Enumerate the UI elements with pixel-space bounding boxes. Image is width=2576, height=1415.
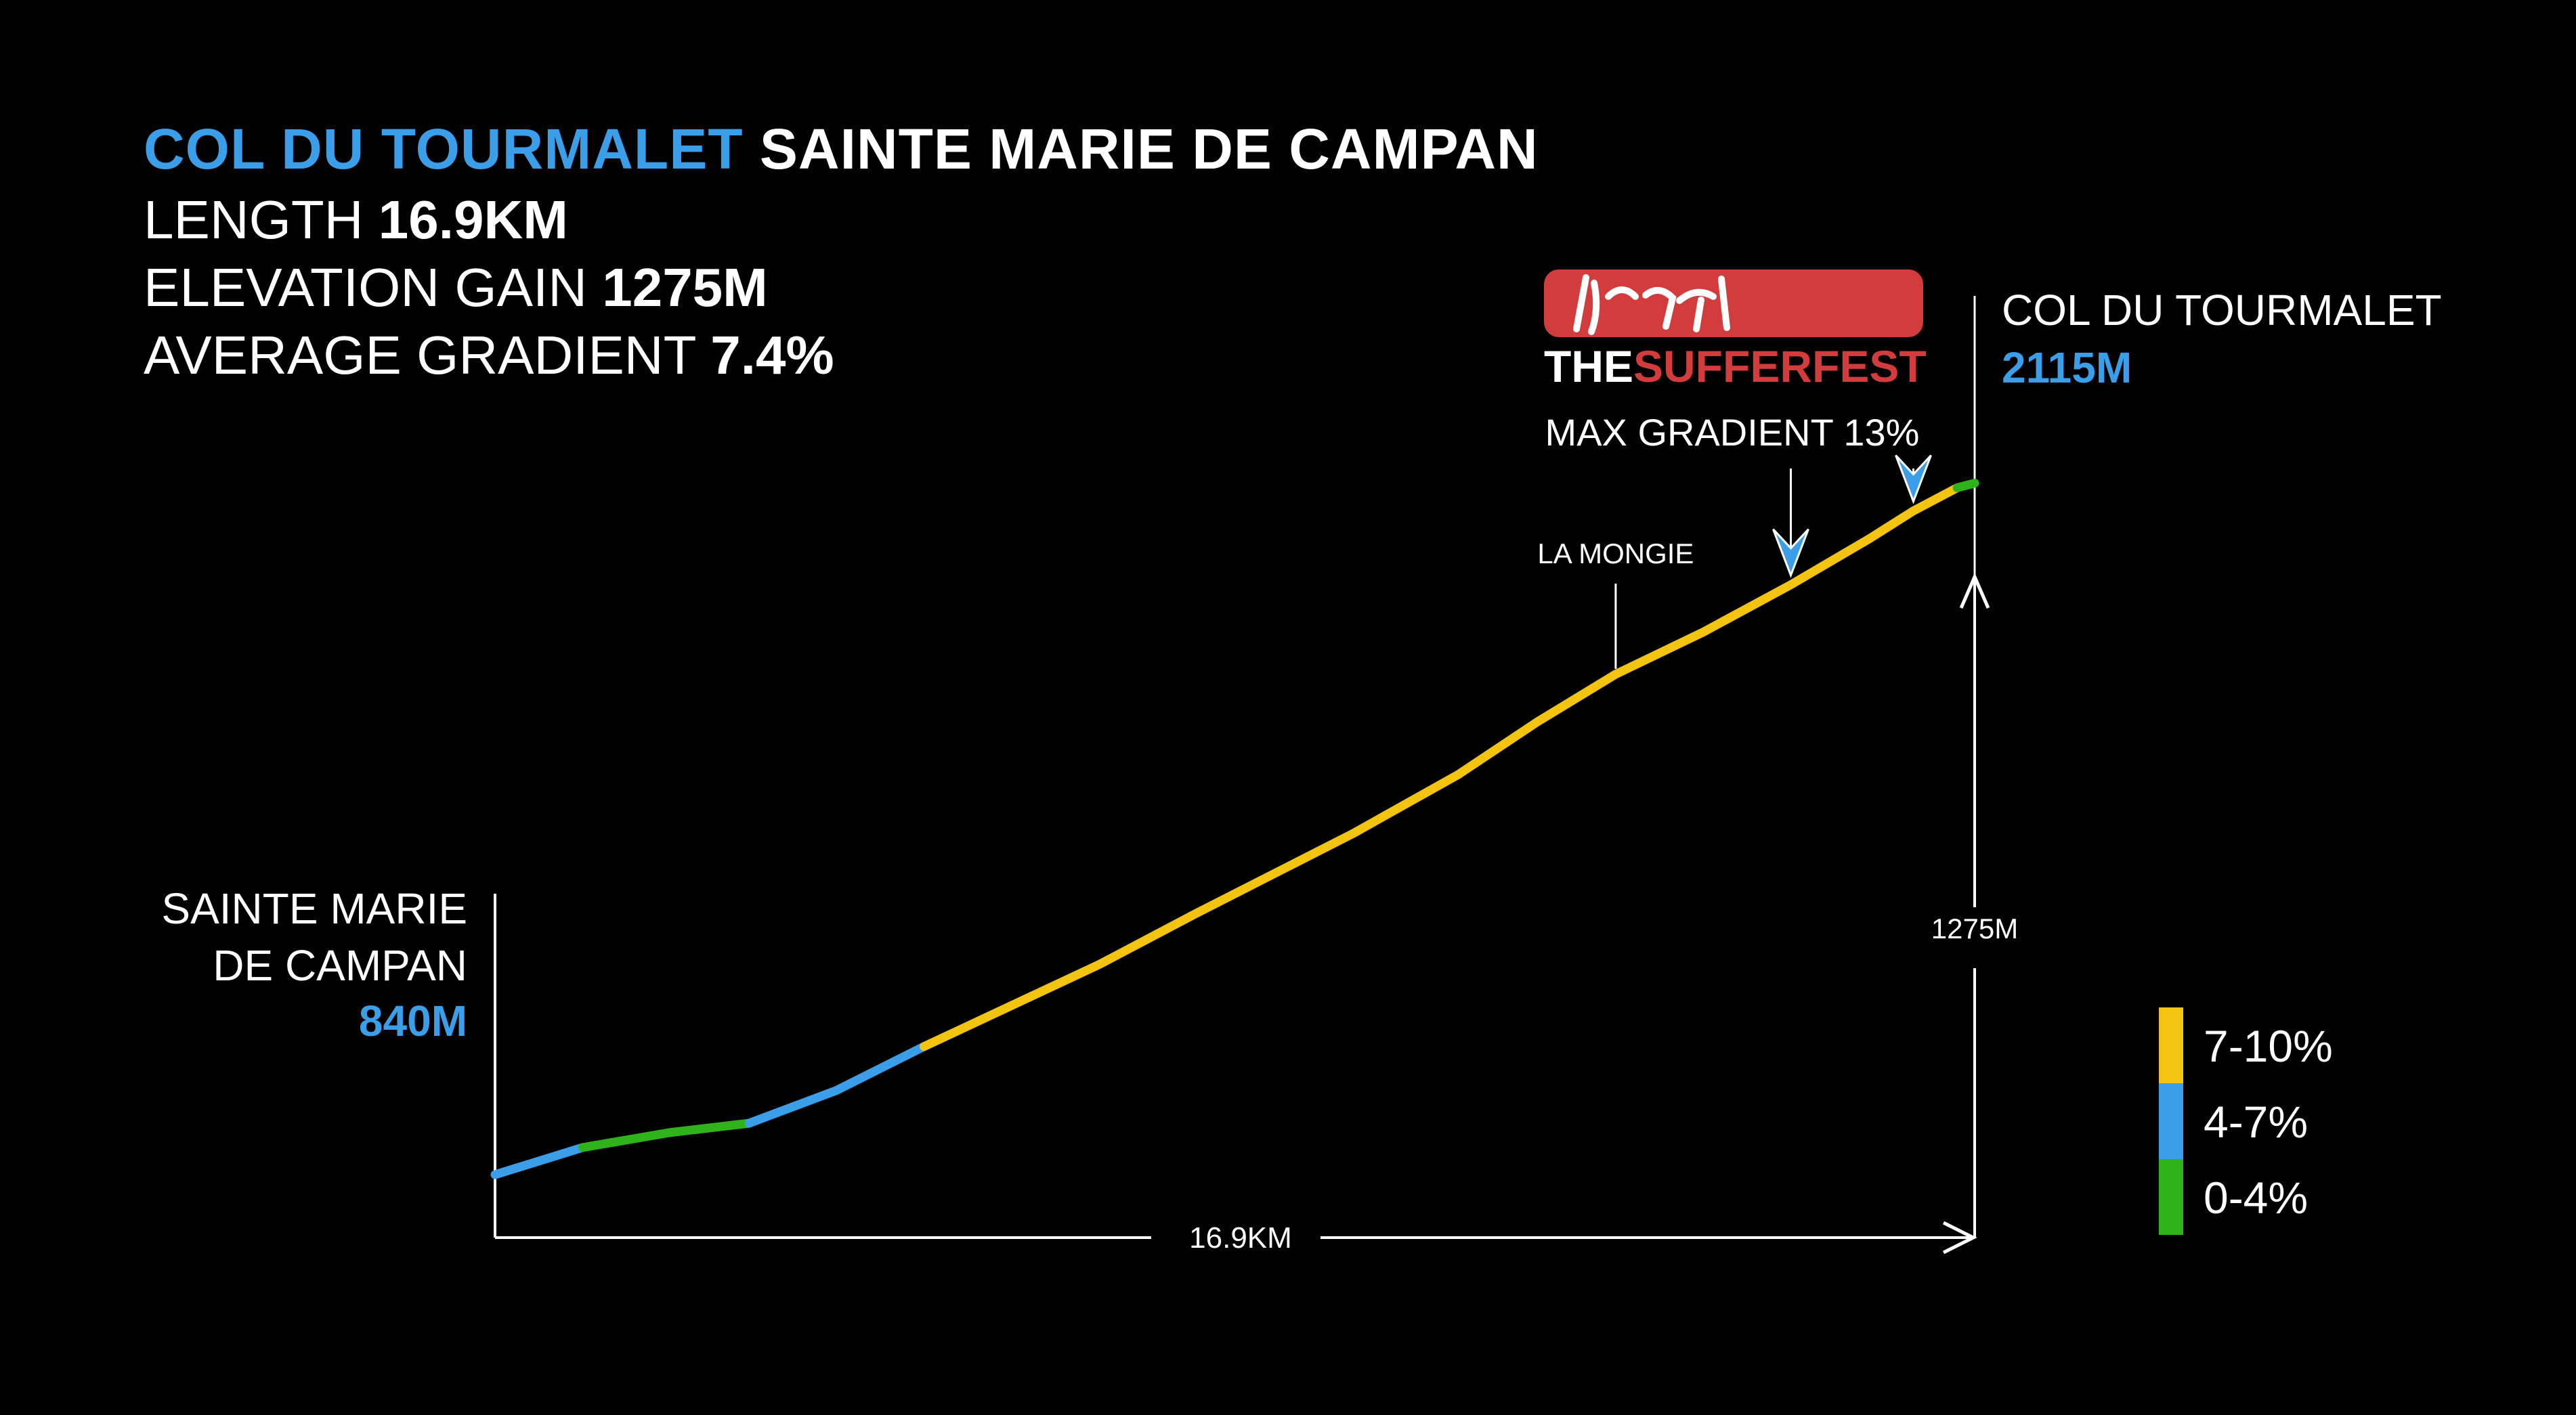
logo-figures-icon bbox=[1573, 274, 1730, 335]
elevation-label: ELEVATION GAIN bbox=[144, 257, 587, 318]
summit-name: COL DU TOURMALET bbox=[2002, 286, 2442, 334]
logo-text-red: SUFFERFEST bbox=[1633, 341, 1927, 391]
gradient-value: 7.4% bbox=[710, 325, 834, 385]
length-stat: LENGTH 16.9KM bbox=[144, 186, 1539, 254]
max-gradient-arrow-icon bbox=[1772, 528, 1809, 578]
legend-item: 7-10% bbox=[2159, 1007, 2376, 1083]
gain-axis-arrow-icon bbox=[1959, 572, 1990, 609]
legend-swatch bbox=[2159, 1007, 2183, 1083]
legend-item: 0-4% bbox=[2159, 1159, 2376, 1235]
length-label: LENGTH bbox=[144, 190, 364, 250]
profile-segment bbox=[490, 1143, 587, 1179]
distance-label: 16.9KM bbox=[1189, 1221, 1292, 1255]
logo-text-white: THE bbox=[1544, 341, 1633, 391]
legend-label: 7-10% bbox=[2204, 1021, 2333, 1071]
page-title: COL DU TOURMALET SAINTE MARIE DE CAMPAN bbox=[144, 112, 1539, 186]
logo-banner bbox=[1544, 269, 1923, 337]
legend-label: 4-7% bbox=[2204, 1097, 2309, 1147]
start-elevation: 840M bbox=[359, 997, 467, 1045]
length-value: 16.9KM bbox=[378, 190, 568, 250]
gradient-stat: AVERAGE GRADIENT 7.4% bbox=[144, 322, 1539, 389]
legend: 7-10% 4-7% 0-4% bbox=[2159, 1007, 2376, 1235]
gain-label: 1275M bbox=[1931, 913, 2018, 944]
legend-label: 0-4% bbox=[2204, 1173, 2309, 1223]
elevation-value: 1275M bbox=[602, 257, 768, 318]
max-gradient-arrow-icon bbox=[1895, 454, 1932, 504]
gradient-label: AVERAGE GRADIENT bbox=[144, 325, 695, 385]
climb-name: COL DU TOURMALET bbox=[144, 117, 744, 181]
summit-elevation: 2115M bbox=[2002, 343, 2132, 392]
header: COL DU TOURMALET SAINTE MARIE DE CAMPAN … bbox=[144, 112, 1539, 389]
sufferfest-logo: THESUFFERFEST bbox=[1544, 269, 1927, 394]
profile-segment bbox=[578, 1118, 754, 1152]
logo-wordmark: THESUFFERFEST bbox=[1544, 339, 1927, 394]
profile-segment bbox=[744, 1042, 929, 1128]
elevation-profile bbox=[490, 479, 1979, 1179]
legend-swatch bbox=[2159, 1083, 2183, 1159]
profile-segment bbox=[920, 483, 1962, 1051]
start-name-line1: SAINTE MARIE bbox=[161, 884, 467, 933]
elevation-stat: ELEVATION GAIN 1275M bbox=[144, 254, 1539, 322]
max-gradient-markers bbox=[1772, 454, 1932, 578]
profile-segment bbox=[1952, 479, 1979, 492]
legend-item: 4-7% bbox=[2159, 1083, 2376, 1159]
start-name-line2: DE CAMPAN bbox=[213, 941, 467, 990]
max-gradient-label: MAX GRADIENT 13% bbox=[1545, 411, 1920, 454]
legend-swatch bbox=[2159, 1159, 2183, 1235]
start-name: SAINTE MARIE DE CAMPAN bbox=[759, 117, 1539, 181]
la-mongie-label: LA MONGIE bbox=[1537, 538, 1694, 569]
